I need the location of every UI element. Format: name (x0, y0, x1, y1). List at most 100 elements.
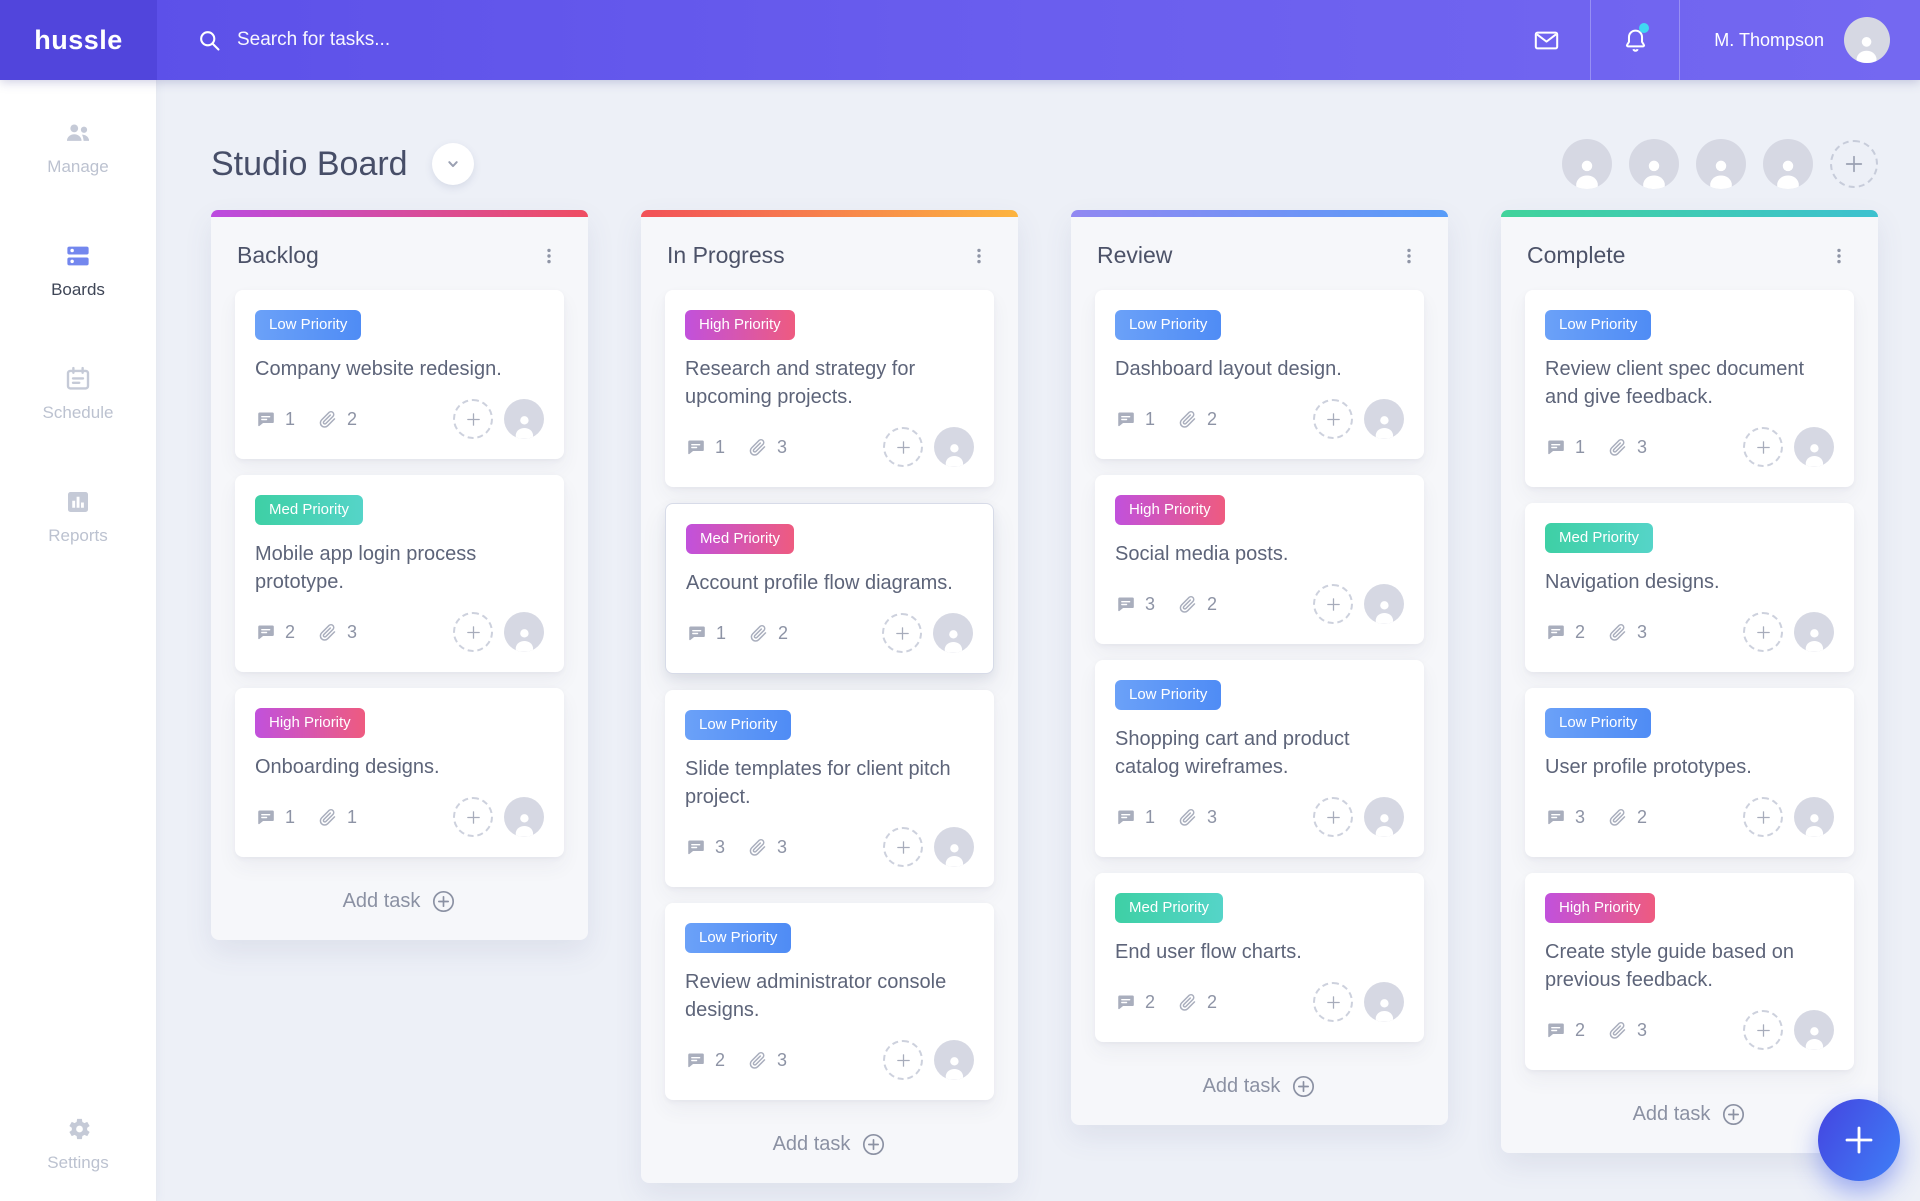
task-card[interactable]: Med Priority Navigation designs. 2 3 (1525, 503, 1854, 672)
create-task-fab[interactable] (1818, 1099, 1900, 1181)
add-task-button[interactable]: Add task (1095, 1058, 1424, 1109)
assign-button[interactable] (1313, 982, 1353, 1022)
plus-icon (1756, 625, 1770, 639)
user-avatar (1844, 17, 1890, 63)
column-complete: Complete Low Priority Review client spec… (1501, 210, 1878, 1153)
assignee-avatar[interactable] (1364, 982, 1404, 1022)
assign-button[interactable] (453, 797, 493, 837)
task-card[interactable]: High Priority Social media posts. 3 2 (1095, 475, 1424, 644)
sidebar-item-reports[interactable]: Reports (0, 487, 156, 546)
task-card[interactable]: High Priority Create style guide based o… (1525, 873, 1854, 1070)
add-member-button[interactable] (1830, 140, 1878, 188)
member-avatar[interactable] (1763, 139, 1813, 189)
assignee-avatar[interactable] (504, 399, 544, 439)
messages-button[interactable] (1502, 0, 1590, 80)
column-title: Review (1097, 242, 1173, 268)
bar-chart-icon (68, 492, 88, 512)
assign-button[interactable] (883, 827, 923, 867)
paperclip-icon (319, 623, 336, 641)
plus-icon (896, 840, 910, 854)
assign-button[interactable] (1313, 797, 1353, 837)
member-avatar[interactable] (1629, 139, 1679, 189)
add-task-button[interactable]: Add task (1525, 1086, 1854, 1137)
comment-icon (689, 626, 705, 640)
comment-icon (258, 625, 274, 639)
member-avatar[interactable] (1696, 139, 1746, 189)
attachments-meta: 3 (747, 837, 787, 858)
board-switcher-button[interactable] (431, 143, 474, 185)
member-avatar[interactable] (1562, 139, 1612, 189)
task-title: Dashboard layout design. (1115, 358, 1342, 380)
task-card[interactable]: High Priority Research and strategy for … (665, 290, 994, 487)
assignee-avatar[interactable] (504, 797, 544, 837)
task-card[interactable]: Low Priority Company website redesign. 1… (235, 290, 564, 459)
assignee-avatar[interactable] (1794, 612, 1834, 652)
add-task-button[interactable]: Add task (665, 1116, 994, 1167)
comments-meta: 1 (686, 623, 726, 644)
assign-button[interactable] (453, 399, 493, 439)
assignee-avatar[interactable] (1794, 797, 1834, 837)
user-menu[interactable]: M. Thompson (1680, 0, 1920, 80)
priority-badge: High Priority (1545, 893, 1655, 923)
assignee-avatar[interactable] (1794, 427, 1834, 467)
assignee-avatar[interactable] (934, 827, 974, 867)
attachments-meta: 3 (747, 437, 787, 458)
column-menu-button[interactable] (966, 243, 992, 269)
assignee-avatar[interactable] (1794, 1010, 1834, 1050)
column-menu-button[interactable] (536, 243, 562, 269)
assign-button[interactable] (1743, 427, 1783, 467)
assign-button[interactable] (883, 1040, 923, 1080)
task-card[interactable]: Med Priority Account profile flow diagra… (665, 503, 994, 674)
notifications-button[interactable] (1591, 0, 1679, 80)
assign-button[interactable] (882, 613, 922, 653)
boards-icon (67, 246, 89, 266)
assign-button[interactable] (1743, 1010, 1783, 1050)
column-accent-bar (1071, 210, 1448, 217)
task-card[interactable]: Low Priority Review client spec document… (1525, 290, 1854, 487)
task-card[interactable]: Low Priority Dashboard layout design. 1 … (1095, 290, 1424, 459)
assignee-avatar[interactable] (1364, 584, 1404, 624)
assign-button[interactable] (883, 427, 923, 467)
priority-badge: High Priority (1115, 495, 1225, 525)
column-menu-button[interactable] (1826, 243, 1852, 269)
assign-button[interactable] (1313, 584, 1353, 624)
assignee-avatar[interactable] (934, 1040, 974, 1080)
sidebar-item-settings[interactable]: Settings (0, 1114, 156, 1173)
plus-icon (1326, 810, 1340, 824)
assignee-avatar[interactable] (504, 612, 544, 652)
attachment-count: 3 (1207, 806, 1218, 827)
task-card[interactable]: Low Priority Shopping cart and product c… (1095, 660, 1424, 857)
topbar-divider (1679, 0, 1681, 80)
task-card[interactable]: Low Priority Slide templates for client … (665, 690, 994, 887)
task-card[interactable]: High Priority Onboarding designs. 1 1 (235, 688, 564, 857)
comments-meta: 2 (255, 622, 295, 643)
column-menu-button[interactable] (1396, 243, 1422, 269)
assign-button[interactable] (1743, 612, 1783, 652)
task-card[interactable]: Med Priority Mobile app login process pr… (235, 475, 564, 672)
task-card[interactable]: Low Priority Review administrator consol… (665, 903, 994, 1100)
task-title: Account profile flow diagrams. (686, 572, 953, 594)
add-task-button[interactable]: Add task (235, 873, 564, 924)
board-area: Studio Board Backlog (157, 80, 1920, 1201)
task-title: Company website redesign. (255, 358, 502, 380)
attachments-meta: 3 (317, 622, 357, 643)
comment-icon (1548, 1023, 1564, 1037)
sidebar-item-schedule[interactable]: Schedule (0, 364, 156, 423)
task-card[interactable]: Med Priority End user flow charts. 2 2 (1095, 873, 1424, 1042)
person-icon (1805, 814, 1823, 837)
plus-icon (896, 440, 910, 454)
mail-icon (1534, 31, 1558, 49)
topbar-divider (1590, 0, 1592, 80)
assignee-avatar[interactable] (1364, 797, 1404, 837)
assignee-avatar[interactable] (933, 613, 973, 653)
assignee-avatar[interactable] (934, 427, 974, 467)
sidebar-item-manage[interactable]: Manage (0, 118, 156, 177)
assign-button[interactable] (1743, 797, 1783, 837)
assign-button[interactable] (453, 612, 493, 652)
search-input[interactable] (237, 29, 737, 51)
task-card[interactable]: Low Priority User profile prototypes. 3 … (1525, 688, 1854, 857)
assignee-avatar[interactable] (1364, 399, 1404, 439)
sidebar-item-boards[interactable]: Boards (0, 241, 156, 300)
task-title: Research and strategy for upcoming proje… (685, 358, 916, 408)
assign-button[interactable] (1313, 399, 1353, 439)
